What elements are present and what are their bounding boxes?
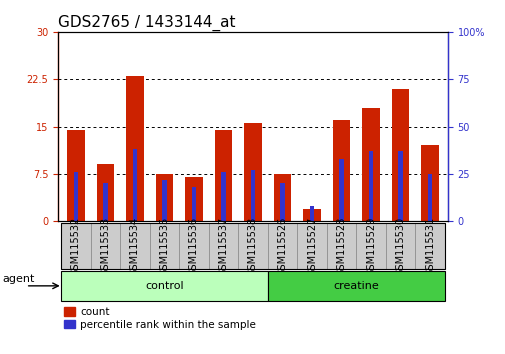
- Bar: [250, 170, 255, 221]
- Bar: [126, 76, 143, 221]
- Bar: [420, 145, 438, 221]
- Bar: [385, 223, 415, 269]
- Bar: [132, 149, 137, 221]
- Bar: [297, 223, 326, 269]
- Bar: [67, 130, 85, 221]
- Bar: [332, 120, 349, 221]
- Bar: [302, 209, 320, 221]
- Bar: [280, 183, 284, 221]
- Bar: [273, 174, 291, 221]
- Bar: [415, 223, 444, 269]
- Bar: [221, 172, 225, 221]
- Bar: [90, 223, 120, 269]
- Text: GDS2765 / 1433144_at: GDS2765 / 1433144_at: [58, 14, 235, 30]
- Text: GSM115537: GSM115537: [218, 216, 228, 276]
- Bar: [326, 223, 356, 269]
- Bar: [339, 159, 343, 221]
- Legend: count, percentile rank within the sample: count, percentile rank within the sample: [63, 306, 257, 331]
- Bar: [309, 206, 314, 221]
- Bar: [391, 89, 409, 221]
- Bar: [267, 223, 296, 269]
- Bar: [362, 108, 379, 221]
- Text: GSM115533: GSM115533: [100, 216, 110, 276]
- Bar: [96, 164, 114, 221]
- Bar: [162, 179, 166, 221]
- Bar: [149, 223, 179, 269]
- Bar: [368, 151, 373, 221]
- Bar: [61, 271, 267, 301]
- Text: GSM115538: GSM115538: [247, 216, 258, 276]
- Text: GSM115531: GSM115531: [424, 216, 434, 276]
- Text: GSM115532: GSM115532: [71, 216, 81, 276]
- Bar: [208, 223, 238, 269]
- Bar: [267, 271, 444, 301]
- Bar: [103, 183, 108, 221]
- Text: GSM115526: GSM115526: [277, 216, 287, 276]
- Text: GSM115536: GSM115536: [188, 216, 198, 276]
- Bar: [397, 151, 402, 221]
- Bar: [356, 223, 385, 269]
- Bar: [238, 223, 267, 269]
- Bar: [214, 130, 232, 221]
- Text: GSM115528: GSM115528: [336, 216, 346, 276]
- Bar: [61, 223, 90, 269]
- Bar: [74, 172, 78, 221]
- Bar: [427, 174, 431, 221]
- Bar: [156, 174, 173, 221]
- Bar: [191, 187, 196, 221]
- Bar: [244, 124, 262, 221]
- Bar: [120, 223, 149, 269]
- Text: GSM115530: GSM115530: [395, 216, 405, 276]
- Text: agent: agent: [3, 274, 35, 284]
- Text: control: control: [145, 281, 183, 291]
- Text: GSM115529: GSM115529: [365, 216, 375, 276]
- Text: GSM115535: GSM115535: [159, 216, 169, 276]
- Text: GSM115527: GSM115527: [307, 216, 317, 276]
- Text: creatine: creatine: [333, 281, 378, 291]
- Bar: [179, 223, 208, 269]
- Bar: [185, 177, 203, 221]
- Text: GSM115534: GSM115534: [130, 216, 140, 276]
